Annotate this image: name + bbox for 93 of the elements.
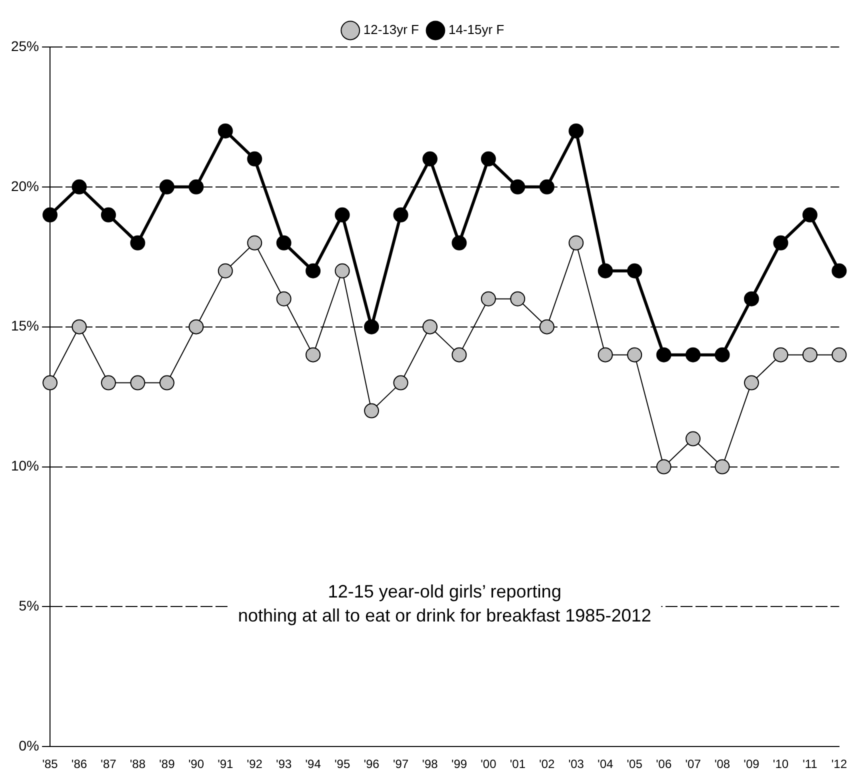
y-tick-label: 15% (10, 318, 40, 334)
x-tick-label: '11 (802, 757, 818, 772)
x-tick-label: '10 (772, 757, 789, 772)
x-tick-label: '94 (305, 757, 322, 772)
point (393, 375, 408, 390)
y-tick-label: 20% (10, 178, 40, 194)
y-tick-label: 0% (18, 737, 40, 754)
x-tick-label: '02 (539, 757, 556, 772)
point (686, 347, 701, 362)
point (480, 151, 496, 166)
x-tick-label: '92 (246, 757, 263, 772)
point (218, 123, 233, 138)
point (510, 179, 526, 194)
point (276, 235, 292, 250)
x-tick-label: '06 (656, 757, 672, 772)
point (480, 291, 496, 306)
point (452, 235, 467, 250)
x-tick-label: '90 (188, 757, 204, 772)
point (627, 347, 642, 362)
point (276, 291, 292, 306)
point (247, 151, 262, 166)
point (42, 375, 58, 390)
point (393, 207, 408, 222)
x-tick-label: '87 (100, 757, 117, 772)
point (364, 319, 380, 334)
point (130, 235, 146, 250)
x-tick-label: '07 (685, 757, 702, 772)
point (510, 291, 526, 306)
x-tick-label: '98 (422, 757, 438, 772)
point (832, 263, 847, 278)
point (100, 375, 116, 390)
point (306, 347, 321, 362)
x-tick-label: '97 (392, 757, 409, 772)
point (100, 207, 116, 222)
legend-label: 14-15yr F (448, 22, 504, 38)
x-tick-label: '86 (71, 757, 88, 772)
x-tick-label: '01 (510, 757, 526, 772)
point (364, 403, 380, 418)
point (568, 123, 584, 138)
x-tick-label: '03 (568, 757, 584, 772)
x-tick-label: '91 (218, 757, 234, 772)
point (188, 319, 204, 334)
point (130, 375, 146, 390)
point (422, 319, 438, 334)
y-tick-label: 25% (10, 38, 40, 54)
y-tick-label: 5% (18, 598, 40, 614)
point (42, 207, 58, 222)
point (452, 347, 467, 362)
point (802, 347, 818, 362)
point (686, 431, 701, 446)
x-tick-label: '88 (130, 757, 146, 772)
point (188, 179, 204, 194)
x-tick-label: '05 (626, 757, 643, 772)
annotation: 12-15 year-old girls’ reporting nothing at all to eat or drink for breakfast 1985-2012 (238, 582, 652, 626)
point (627, 263, 642, 278)
y-tick-label: 10% (10, 458, 40, 474)
point (218, 263, 233, 278)
x-tick-label: '85 (42, 757, 58, 772)
legend-label: 12-13yr F (363, 22, 420, 38)
x-tick-label: '08 (714, 757, 730, 772)
point (539, 319, 554, 334)
point (744, 375, 759, 390)
point (656, 347, 672, 362)
x-tick-label: '95 (334, 757, 350, 772)
point (159, 375, 174, 390)
point (72, 179, 87, 194)
point (422, 151, 438, 166)
point (744, 291, 759, 306)
point (598, 263, 613, 278)
x-tick-label: '89 (159, 757, 176, 772)
x-tick-label: '09 (744, 757, 760, 772)
point (159, 179, 174, 194)
point (72, 319, 87, 334)
point (539, 179, 554, 194)
point (832, 347, 847, 362)
x-tick-label: '99 (451, 757, 468, 772)
x-tick-label: '96 (364, 757, 380, 772)
x-tick-label: '93 (276, 757, 292, 772)
point (598, 347, 613, 362)
point (714, 347, 730, 362)
point (306, 263, 321, 278)
point (334, 263, 350, 278)
point (334, 207, 350, 222)
point (568, 235, 584, 250)
point (247, 235, 262, 250)
point (656, 459, 672, 474)
point (802, 207, 818, 222)
x-tick-label: '12 (831, 757, 848, 772)
point (773, 347, 788, 362)
x-tick-label: '00 (480, 757, 497, 772)
point (714, 459, 730, 474)
point (773, 235, 788, 250)
x-tick-label: '04 (598, 757, 614, 772)
